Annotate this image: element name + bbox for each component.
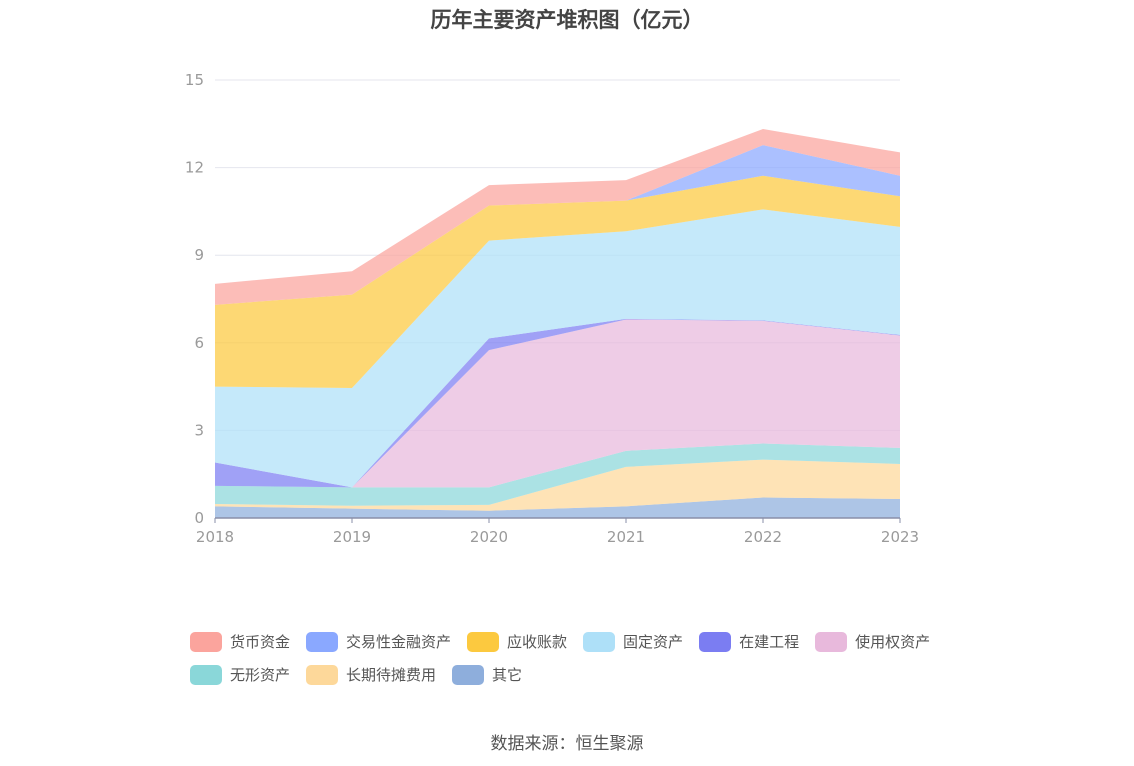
area-series-无形资产[interactable] <box>215 443 900 506</box>
legend-label: 交易性金融资产 <box>346 633 452 651</box>
axes: 0 3 6 9 12 15 2018 2019 2020 2021 2022 2023 <box>185 71 919 546</box>
legend-swatch <box>306 664 339 685</box>
data-source: 数据来源：恒生聚源 <box>490 734 644 754</box>
legend-label: 其它 <box>492 666 523 684</box>
legend-label: 使用权资产 <box>855 633 931 651</box>
y-tick-label: 3 <box>194 421 204 439</box>
legend-label: 货币资金 <box>230 633 291 651</box>
y-tick-label: 15 <box>185 71 204 89</box>
legend-item[interactable]: 长期待摊费用 <box>306 663 436 686</box>
legend-item[interactable]: 货币资金 <box>190 630 290 653</box>
chart-legend: 货币资金 交易性金融资产 应收账款 固定资产 在建工程 使用权资产无形资产 长期待摊费用 其它 <box>190 630 970 686</box>
area-series-长期待摊费用[interactable] <box>215 459 900 511</box>
legend-label: 长期待摊费用 <box>346 666 437 684</box>
area-series-货币资金[interactable] <box>215 129 900 305</box>
legend-swatch <box>583 631 616 652</box>
x-tick-label: 2021 <box>607 528 645 546</box>
x-tick-label: 2022 <box>744 528 782 546</box>
legend-swatch <box>699 631 732 652</box>
legend-swatch <box>452 664 485 685</box>
legend-swatch <box>815 631 848 652</box>
y-tick-label: 0 <box>194 509 204 527</box>
legend-item[interactable]: 其它 <box>452 663 522 686</box>
area-series-交易性金融资产[interactable] <box>215 145 900 305</box>
y-tick-label: 6 <box>194 334 204 352</box>
legend-item[interactable]: 使用权资产 <box>815 630 930 653</box>
legend-item[interactable]: 应收账款 <box>467 630 567 653</box>
legend-swatch <box>306 631 339 652</box>
area-series <box>215 129 900 518</box>
legend-label: 应收账款 <box>507 633 568 651</box>
legend-label: 无形资产 <box>230 666 291 684</box>
x-tick-label: 2019 <box>333 528 371 546</box>
area-series-应收账款[interactable] <box>215 175 900 389</box>
x-tick-label: 2018 <box>196 528 234 546</box>
legend-item[interactable]: 无形资产 <box>190 663 290 686</box>
area-series-其它[interactable] <box>215 497 900 518</box>
legend-item[interactable]: 在建工程 <box>699 630 799 653</box>
area-series-固定资产[interactable] <box>215 209 900 488</box>
legend-item[interactable]: 固定资产 <box>583 630 683 653</box>
area-series-使用权资产[interactable] <box>215 319 900 488</box>
legend-item[interactable]: 交易性金融资产 <box>306 630 451 653</box>
chart-title: 历年主要资产堆积图（亿元） <box>430 8 704 32</box>
legend-label: 在建工程 <box>739 633 800 651</box>
y-tick-label: 9 <box>194 246 204 264</box>
stacked-area-chart: 0 3 6 9 12 15 2018 2019 2020 2021 2022 2023 <box>185 71 919 546</box>
x-tick-label: 2020 <box>470 528 508 546</box>
legend-swatch <box>190 664 222 685</box>
legend-swatch <box>467 631 500 652</box>
legend-swatch <box>190 631 222 652</box>
y-tick-label: 12 <box>185 159 204 177</box>
legend-label: 固定资产 <box>623 633 684 651</box>
x-tick-label: 2023 <box>881 528 919 546</box>
